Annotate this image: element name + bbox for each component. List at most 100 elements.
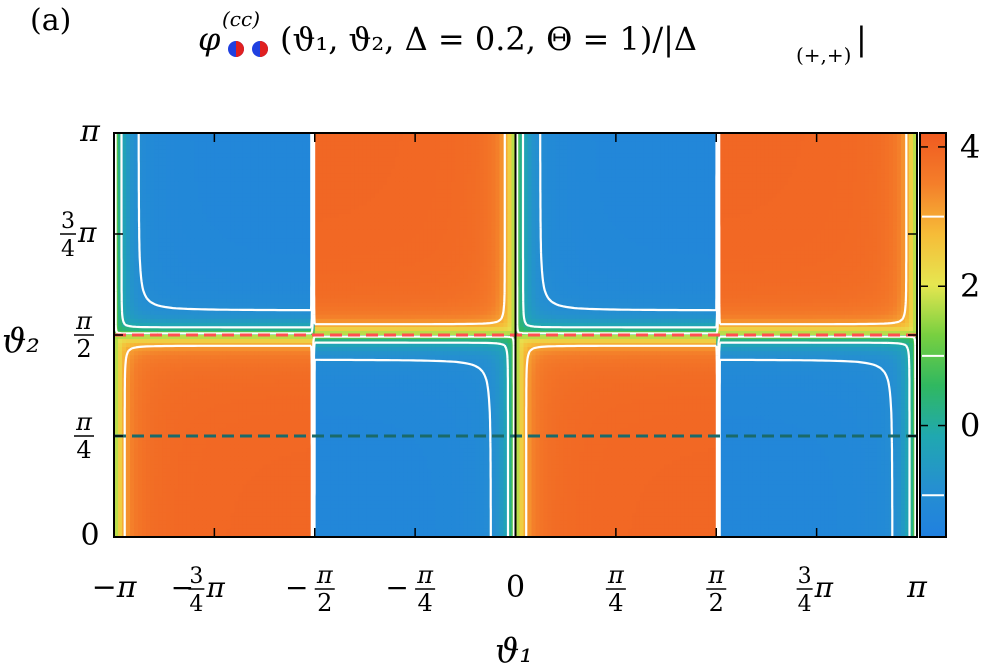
heatmap-cell bbox=[619, 225, 625, 231]
heatmap-cell bbox=[346, 181, 352, 187]
heatmap-cell bbox=[603, 193, 609, 199]
heatmap-cell bbox=[652, 197, 657, 203]
heatmap-cell bbox=[242, 145, 248, 150]
heatmap-cell bbox=[852, 213, 858, 219]
heatmap-cell bbox=[836, 161, 842, 166]
heatmap-cell bbox=[900, 153, 906, 158]
heatmap-cell bbox=[852, 169, 858, 174]
heatmap-cell bbox=[672, 161, 677, 166]
heatmap-cell bbox=[370, 153, 376, 158]
heatmap-cell bbox=[266, 137, 272, 142]
heatmap-cell bbox=[475, 165, 480, 170]
heatmap-cell bbox=[146, 173, 151, 179]
heatmap-cell bbox=[648, 181, 653, 187]
heatmap-cell bbox=[206, 161, 211, 166]
heatmap-cell bbox=[250, 177, 256, 183]
heatmap-cell bbox=[752, 177, 757, 183]
heatmap-cell bbox=[198, 209, 203, 215]
heatmap-cell bbox=[463, 185, 468, 191]
heatmap-cell bbox=[812, 137, 818, 142]
heatmap-cell bbox=[880, 145, 886, 150]
heatmap-cell bbox=[475, 221, 480, 227]
heatmap-cell bbox=[407, 133, 412, 138]
heatmap-cell bbox=[780, 201, 786, 207]
heatmap-cell bbox=[242, 149, 248, 154]
heatmap-cell bbox=[403, 145, 408, 150]
heatmap-cell bbox=[684, 197, 689, 203]
heatmap-cell bbox=[519, 221, 525, 227]
heatmap-cell bbox=[278, 221, 284, 227]
heatmap-cell bbox=[182, 201, 187, 207]
heatmap-cell bbox=[595, 173, 601, 179]
heatmap-cell bbox=[519, 217, 525, 223]
heatmap-cell bbox=[764, 161, 770, 166]
heatmap-cell bbox=[162, 145, 167, 150]
heatmap-cell bbox=[680, 185, 685, 191]
heatmap-cell bbox=[788, 217, 794, 223]
heatmap-cell bbox=[700, 213, 705, 219]
heatmap-cell bbox=[238, 213, 244, 219]
heatmap-cell bbox=[571, 181, 577, 187]
heatmap-cell bbox=[599, 157, 605, 162]
heatmap-cell bbox=[583, 149, 589, 154]
heatmap-cell bbox=[342, 137, 348, 142]
heatmap-cell bbox=[700, 229, 705, 235]
heatmap-cell bbox=[178, 173, 183, 179]
heatmap-cell bbox=[467, 157, 472, 162]
heatmap-cell bbox=[435, 153, 440, 158]
heatmap-cell bbox=[912, 177, 917, 183]
heatmap-cell bbox=[812, 189, 818, 195]
heatmap-cell bbox=[226, 221, 232, 227]
heatmap-cell bbox=[370, 165, 376, 170]
heatmap-cell bbox=[700, 173, 705, 179]
heatmap-cell bbox=[122, 157, 127, 162]
heatmap-cell bbox=[150, 221, 155, 227]
heatmap-cell bbox=[587, 221, 593, 227]
heatmap-cell bbox=[684, 157, 689, 162]
heatmap-cell bbox=[736, 149, 741, 154]
heatmap-cell bbox=[443, 177, 448, 183]
heatmap-cell bbox=[346, 205, 352, 211]
heatmap-cell bbox=[692, 193, 697, 199]
heatmap-cell bbox=[860, 185, 866, 191]
heatmap-cell bbox=[611, 229, 617, 235]
heatmap-cell bbox=[587, 225, 593, 231]
heatmap-cell bbox=[226, 149, 232, 154]
heatmap-cell bbox=[366, 217, 372, 223]
heatmap-cell bbox=[760, 209, 766, 215]
heatmap-cell bbox=[362, 221, 368, 227]
heatmap-cell bbox=[314, 133, 320, 138]
heatmap-cell bbox=[403, 205, 408, 211]
heatmap-cell bbox=[166, 153, 171, 158]
heatmap-cell bbox=[812, 213, 818, 219]
heatmap-cell bbox=[411, 209, 416, 215]
heatmap-cell bbox=[134, 165, 139, 170]
heatmap-cell bbox=[880, 153, 886, 158]
heatmap-cell bbox=[848, 201, 854, 207]
heatmap-cell bbox=[387, 169, 392, 174]
heatmap-cell bbox=[599, 145, 605, 150]
heatmap-cell bbox=[154, 137, 159, 142]
heatmap-cell bbox=[435, 185, 440, 191]
heatmap-cell bbox=[656, 181, 661, 187]
heatmap-cell bbox=[218, 165, 223, 170]
heatmap-cell bbox=[848, 145, 854, 150]
heatmap-cell bbox=[688, 165, 693, 170]
heatmap-cell bbox=[888, 201, 894, 207]
heatmap-cell bbox=[350, 137, 356, 142]
heatmap-cell bbox=[206, 157, 211, 162]
heatmap-cell bbox=[431, 153, 436, 158]
heatmap-cell bbox=[459, 189, 464, 195]
heatmap-cell bbox=[652, 217, 657, 223]
heatmap-cell bbox=[567, 133, 573, 138]
heatmap-cell bbox=[471, 193, 476, 199]
heatmap-cell bbox=[551, 165, 557, 170]
heatmap-cell bbox=[724, 205, 729, 211]
heatmap-cell bbox=[391, 189, 396, 195]
heatmap-cell bbox=[226, 173, 232, 179]
heatmap-cell bbox=[479, 209, 484, 215]
heatmap-cell bbox=[784, 169, 790, 174]
heatmap-cell bbox=[591, 229, 597, 235]
heatmap-cell bbox=[780, 185, 786, 191]
heatmap-cell bbox=[378, 217, 384, 223]
